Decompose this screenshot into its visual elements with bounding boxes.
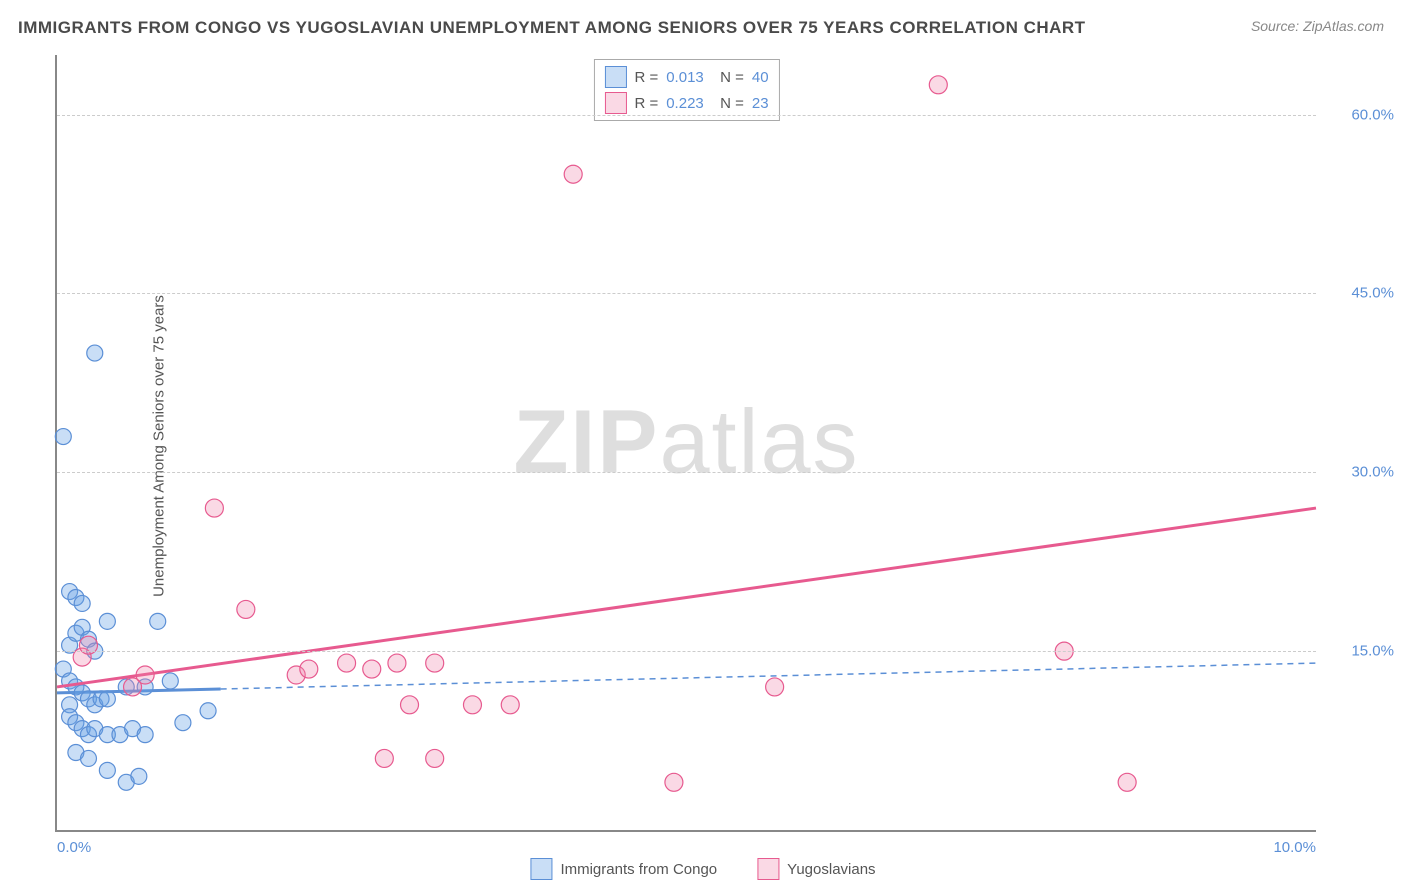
- data-point: [99, 613, 115, 629]
- data-point: [426, 654, 444, 672]
- data-point: [124, 678, 142, 696]
- legend-swatch: [530, 858, 552, 880]
- scatter-svg: [57, 55, 1316, 830]
- data-point: [929, 76, 947, 94]
- data-point: [363, 660, 381, 678]
- bottom-legend-item: Immigrants from Congo: [530, 858, 717, 880]
- x-tick-label: 0.0%: [57, 839, 91, 856]
- chart-title: IMMIGRANTS FROM CONGO VS YUGOSLAVIAN UNE…: [18, 18, 1086, 38]
- legend-label: Immigrants from Congo: [560, 861, 717, 878]
- data-point: [401, 696, 419, 714]
- data-point: [137, 727, 153, 743]
- data-point: [388, 654, 406, 672]
- data-point: [200, 703, 216, 719]
- gridline: [57, 651, 1316, 652]
- y-tick-label: 60.0%: [1351, 106, 1394, 123]
- data-point: [766, 678, 784, 696]
- data-point: [150, 613, 166, 629]
- bottom-legend: Immigrants from Congo Yugoslavians: [530, 858, 875, 880]
- legend-swatch: [604, 66, 626, 88]
- gridline: [57, 293, 1316, 294]
- data-point: [175, 715, 191, 731]
- legend-swatch: [757, 858, 779, 880]
- data-point: [338, 654, 356, 672]
- data-point: [426, 749, 444, 767]
- data-point: [55, 429, 71, 445]
- legend-r-value: 0.013: [666, 69, 704, 86]
- legend-n-label: N =: [712, 69, 744, 86]
- y-tick-label: 45.0%: [1351, 285, 1394, 302]
- data-point: [375, 749, 393, 767]
- legend-r-label: R =: [634, 95, 658, 112]
- data-point: [74, 595, 90, 611]
- y-tick-label: 15.0%: [1351, 643, 1394, 660]
- data-point: [564, 165, 582, 183]
- data-point: [99, 691, 115, 707]
- legend-stats-box: R = 0.013 N = 40R = 0.223 N = 23: [593, 59, 779, 121]
- data-point: [1118, 773, 1136, 791]
- data-point: [162, 673, 178, 689]
- data-point: [501, 696, 519, 714]
- source-label: Source: ZipAtlas.com: [1251, 18, 1384, 34]
- data-point: [300, 660, 318, 678]
- data-point: [463, 696, 481, 714]
- bottom-legend-item: Yugoslavians: [757, 858, 875, 880]
- legend-n-label: N =: [712, 95, 744, 112]
- data-point: [665, 773, 683, 791]
- data-point: [87, 345, 103, 361]
- data-point: [205, 499, 223, 517]
- legend-stats-row: R = 0.223 N = 23: [604, 90, 768, 116]
- legend-n-value: 40: [752, 69, 769, 86]
- gridline: [57, 472, 1316, 473]
- data-point: [99, 762, 115, 778]
- legend-swatch: [604, 92, 626, 114]
- data-point: [237, 600, 255, 618]
- plot-area: ZIPatlas R = 0.013 N = 40R = 0.223 N = 2…: [55, 55, 1316, 832]
- legend-stats-row: R = 0.013 N = 40: [604, 64, 768, 90]
- data-point: [80, 750, 96, 766]
- trend-line: [57, 508, 1316, 687]
- y-tick-label: 30.0%: [1351, 464, 1394, 481]
- legend-r-label: R =: [634, 69, 658, 86]
- gridline: [57, 115, 1316, 116]
- legend-r-value: 0.223: [666, 95, 704, 112]
- legend-label: Yugoslavians: [787, 861, 875, 878]
- legend-n-value: 23: [752, 95, 769, 112]
- data-point: [131, 768, 147, 784]
- x-tick-label: 10.0%: [1273, 839, 1316, 856]
